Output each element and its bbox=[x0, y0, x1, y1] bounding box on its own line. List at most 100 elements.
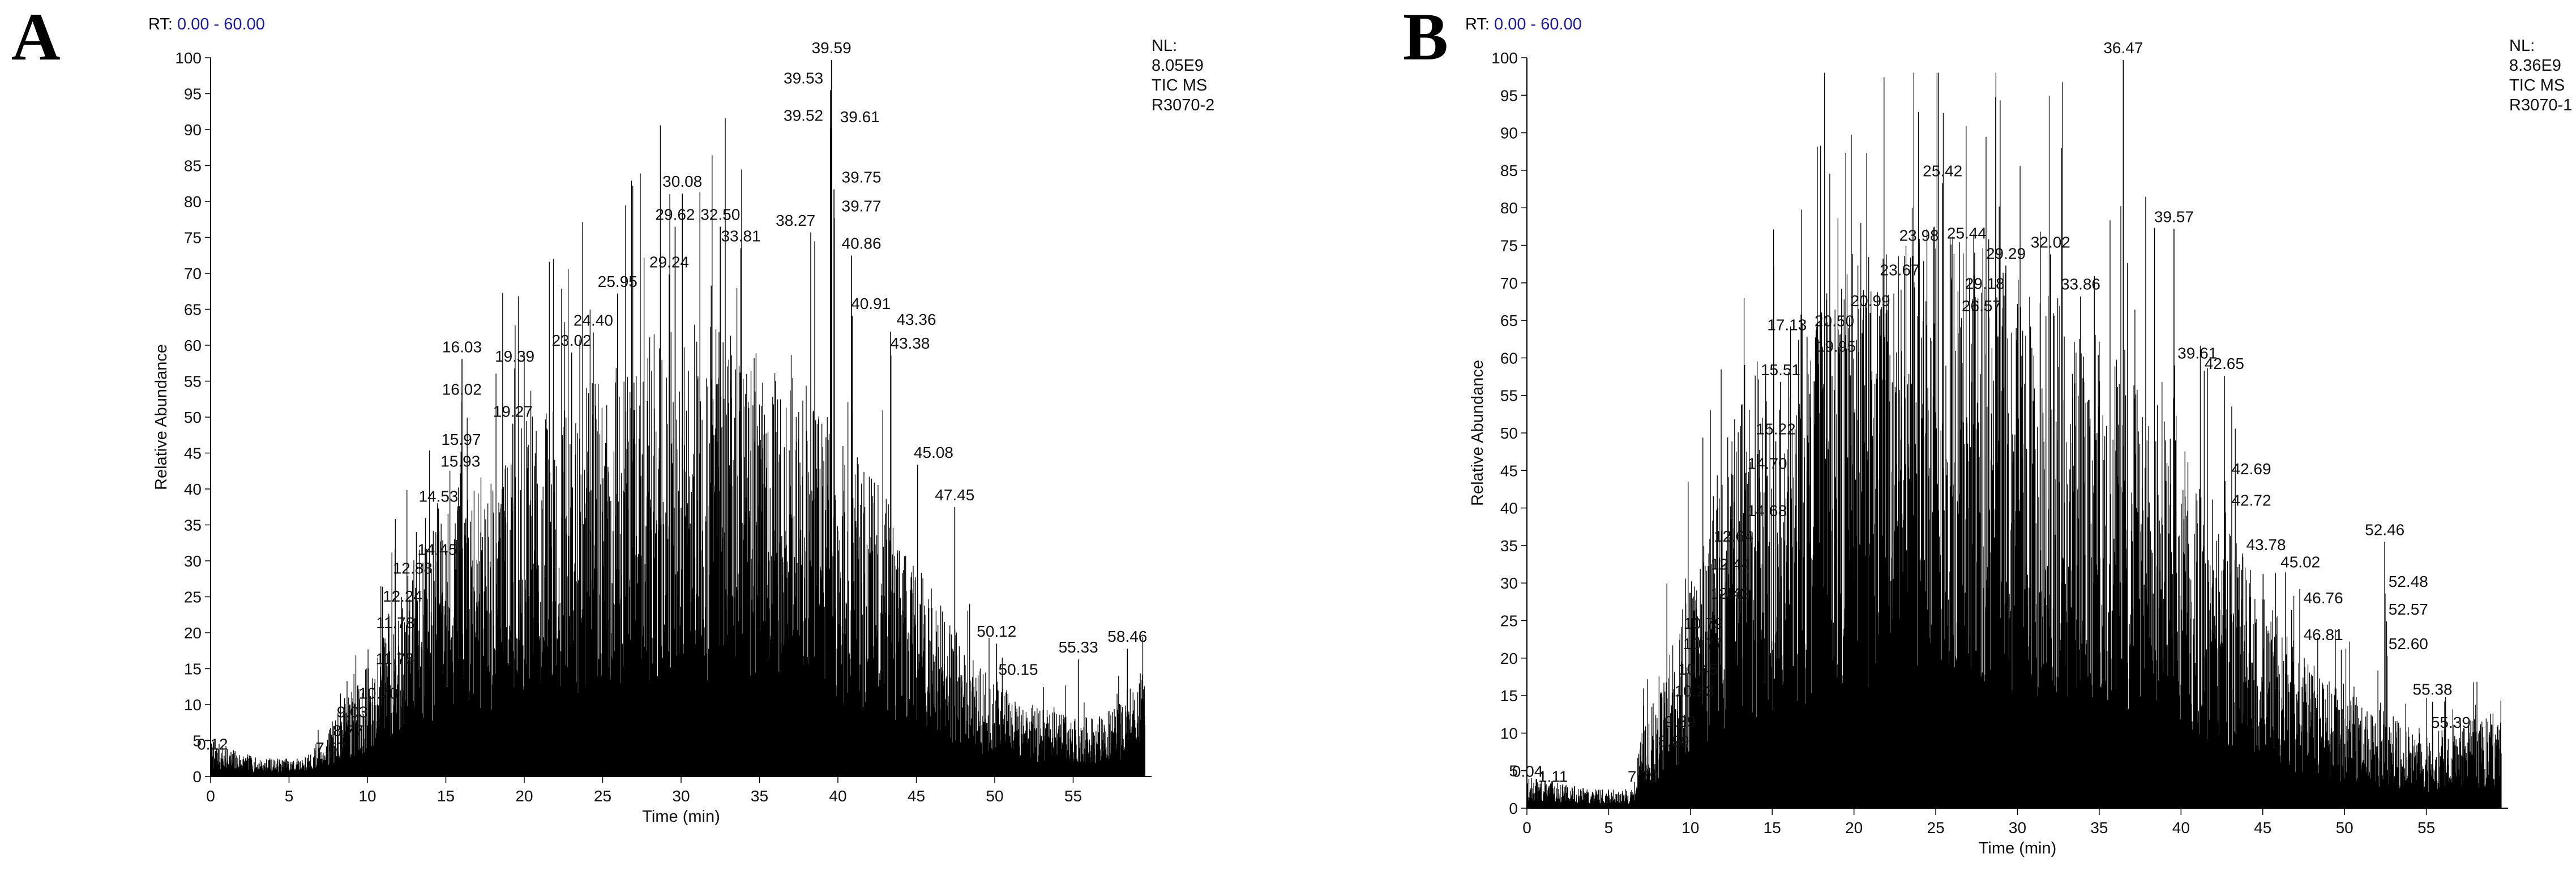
peak-label: 45.08 bbox=[914, 444, 953, 461]
peak-label: 30.08 bbox=[662, 173, 702, 190]
y-tick-label: 75 bbox=[184, 229, 202, 247]
y-tick-label: 100 bbox=[1491, 49, 1518, 67]
nl-line: R3070-2 bbox=[1152, 96, 1214, 114]
y-tick-label: 50 bbox=[1500, 424, 1518, 442]
x-tick-label: 30 bbox=[2009, 819, 2026, 836]
y-tick-label: 90 bbox=[1500, 125, 1518, 142]
rt-header: RT: 0.00 - 60.00 bbox=[1465, 15, 1582, 33]
x-tick-label: 55 bbox=[2417, 819, 2435, 836]
peak-label: 29.24 bbox=[649, 253, 689, 271]
peak-label: 20.99 bbox=[1851, 292, 1890, 310]
y-tick-label: 35 bbox=[184, 517, 202, 534]
peak-label: 25.95 bbox=[598, 273, 637, 290]
peak-label: 52.48 bbox=[2389, 573, 2428, 590]
peak-label: 16.02 bbox=[442, 380, 482, 398]
peak-label: 17.13 bbox=[1767, 316, 1807, 333]
peak-label: 40.86 bbox=[842, 234, 882, 252]
y-tick-label: 80 bbox=[1500, 199, 1518, 217]
y-tick-label: 25 bbox=[1500, 612, 1518, 630]
peak-label: 29.18 bbox=[1965, 274, 2005, 292]
x-tick-label: 0 bbox=[206, 787, 215, 805]
peak-label: 8.77 bbox=[333, 722, 364, 740]
y-tick-label: 10 bbox=[184, 696, 202, 714]
peak-label: 46.76 bbox=[2304, 589, 2343, 607]
y-tick-label: 15 bbox=[1500, 687, 1518, 705]
y-tick-label: 55 bbox=[1500, 387, 1518, 405]
y-tick-label: 30 bbox=[1500, 574, 1518, 592]
peak-label: 10.45 bbox=[1678, 660, 1718, 678]
peak-label: 39.61 bbox=[2177, 345, 2217, 362]
y-tick-label: 60 bbox=[184, 337, 202, 354]
peak-label: 52.57 bbox=[2389, 600, 2428, 618]
peak-label: 52.60 bbox=[2389, 635, 2428, 653]
peak-label: 39.75 bbox=[842, 169, 882, 186]
x-tick-label: 45 bbox=[908, 787, 925, 805]
peak-label: 58.46 bbox=[1107, 628, 1147, 645]
peak-label: 33.81 bbox=[721, 228, 760, 245]
panel-letter: B bbox=[1403, 0, 1448, 74]
peak-label: 42.69 bbox=[2231, 460, 2271, 478]
rt-header: RT: 0.00 - 60.00 bbox=[148, 15, 265, 33]
y-tick-label: 50 bbox=[184, 409, 202, 426]
peak-label: 15.97 bbox=[441, 431, 481, 448]
x-tick-label: 15 bbox=[1764, 819, 1781, 836]
y-tick-label: 90 bbox=[184, 121, 202, 139]
peak-label: 7.67 bbox=[315, 739, 346, 757]
peak-label: 26.57 bbox=[1962, 297, 2001, 315]
x-tick-label: 0 bbox=[1522, 819, 1531, 836]
peak-label: 40.91 bbox=[851, 295, 891, 312]
peak-label: 15.93 bbox=[440, 452, 480, 470]
peak-label: 14.53 bbox=[418, 487, 458, 505]
peak-label: 19.27 bbox=[493, 403, 533, 421]
nl-line: TIC MS bbox=[1152, 76, 1207, 95]
rt-range: 0.00 - 60.00 bbox=[177, 15, 265, 33]
y-tick-label: 100 bbox=[175, 49, 202, 67]
peak-label: 46.81 bbox=[2304, 626, 2343, 643]
x-tick-label: 30 bbox=[672, 787, 690, 805]
x-tick-label: 55 bbox=[1064, 787, 1082, 805]
chromatogram-trace bbox=[1526, 72, 2502, 808]
y-tick-label: 10 bbox=[1500, 724, 1518, 742]
panel-letter: A bbox=[11, 0, 61, 74]
y-tick-label: 65 bbox=[1500, 312, 1518, 329]
x-tick-label: 25 bbox=[1927, 819, 1945, 836]
y-tick-label: 30 bbox=[184, 552, 202, 570]
peak-label: 10.23 bbox=[1674, 682, 1714, 700]
x-tick-label: 35 bbox=[2090, 819, 2108, 836]
peak-label: 15.22 bbox=[1756, 421, 1796, 438]
peak-label: 9.03 bbox=[337, 703, 368, 720]
peak-label: 12.42 bbox=[1710, 585, 1750, 602]
y-tick-label: 15 bbox=[184, 660, 202, 678]
nl-line: 8.05E9 bbox=[1152, 57, 1204, 75]
x-axis-title: Time (min) bbox=[1979, 839, 2056, 857]
peak-label: 0.04 bbox=[1512, 762, 1543, 780]
rt-prefix: RT: bbox=[148, 15, 177, 33]
nl-line: NL: bbox=[2509, 37, 2535, 55]
peak-label: 36.47 bbox=[2103, 39, 2143, 57]
peak-label: 29.29 bbox=[1986, 244, 2026, 262]
peak-label: 1.11 bbox=[1538, 768, 1568, 786]
x-tick-label: 15 bbox=[437, 787, 455, 805]
y-tick-label: 45 bbox=[1500, 462, 1518, 479]
peak-label: 19.95 bbox=[1816, 338, 1856, 355]
x-tick-label: 35 bbox=[751, 787, 768, 805]
peak-label: 38.27 bbox=[776, 212, 815, 229]
rt-range: 0.00 - 60.00 bbox=[1494, 15, 1582, 33]
peak-label: 10.77 bbox=[1683, 635, 1723, 653]
peak-label: 45.02 bbox=[2280, 553, 2320, 570]
peak-label: 19.39 bbox=[495, 347, 534, 365]
peak-label: 8.99 bbox=[1658, 732, 1689, 750]
x-tick-label: 20 bbox=[515, 787, 533, 805]
peak-label: 15.51 bbox=[1761, 361, 1800, 379]
y-tick-label: 85 bbox=[184, 157, 202, 175]
y-tick-label: 85 bbox=[1500, 162, 1518, 179]
peak-label: 0.12 bbox=[197, 736, 228, 753]
peak-label: 52.46 bbox=[2365, 521, 2404, 538]
peak-label: 7.79 bbox=[1628, 768, 1659, 786]
peak-label: 16.03 bbox=[442, 338, 482, 355]
y-tick-label: 60 bbox=[1500, 349, 1518, 367]
x-tick-label: 40 bbox=[2172, 819, 2190, 836]
y-tick-label: 95 bbox=[184, 85, 202, 103]
rt-prefix: RT: bbox=[1465, 15, 1494, 33]
